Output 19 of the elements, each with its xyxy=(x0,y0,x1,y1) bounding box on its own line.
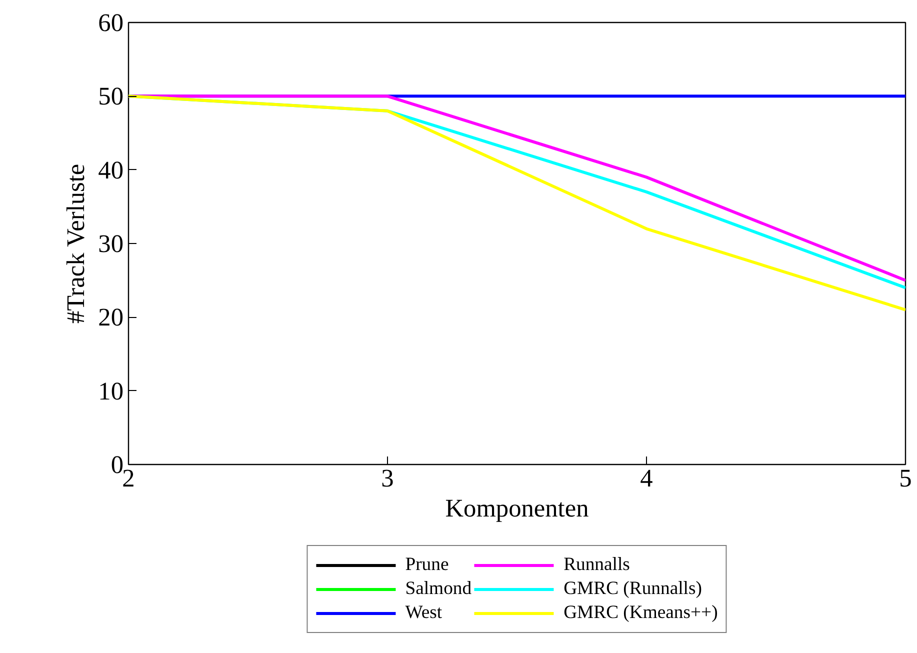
x-tick-label: 2 xyxy=(122,464,135,492)
x-tick-label: 3 xyxy=(381,464,394,492)
y-tick-label: 40 xyxy=(98,156,124,184)
x-tick-label: 5 xyxy=(899,464,912,492)
y-tick-label: 30 xyxy=(98,230,124,258)
legend-label: GMRC (Kmeans++) xyxy=(564,602,718,624)
legend-label: West xyxy=(405,602,442,624)
y-axis-title: #Track Verluste xyxy=(62,164,90,324)
x-axis-title: Komponenten xyxy=(445,494,590,522)
legend-label: GMRC (Runnalls) xyxy=(564,578,702,600)
legend-label: Runnalls xyxy=(564,554,630,576)
y-tick-label: 60 xyxy=(98,9,124,37)
legend-label: Prune xyxy=(405,554,449,576)
y-tick-label: 50 xyxy=(98,82,124,111)
legend-label: Salmond xyxy=(405,578,472,600)
y-tick-label: 0 xyxy=(110,451,124,479)
x-tick-label: 4 xyxy=(640,464,654,492)
y-tick-label: 20 xyxy=(98,304,124,332)
y-tick-label: 10 xyxy=(98,377,124,406)
